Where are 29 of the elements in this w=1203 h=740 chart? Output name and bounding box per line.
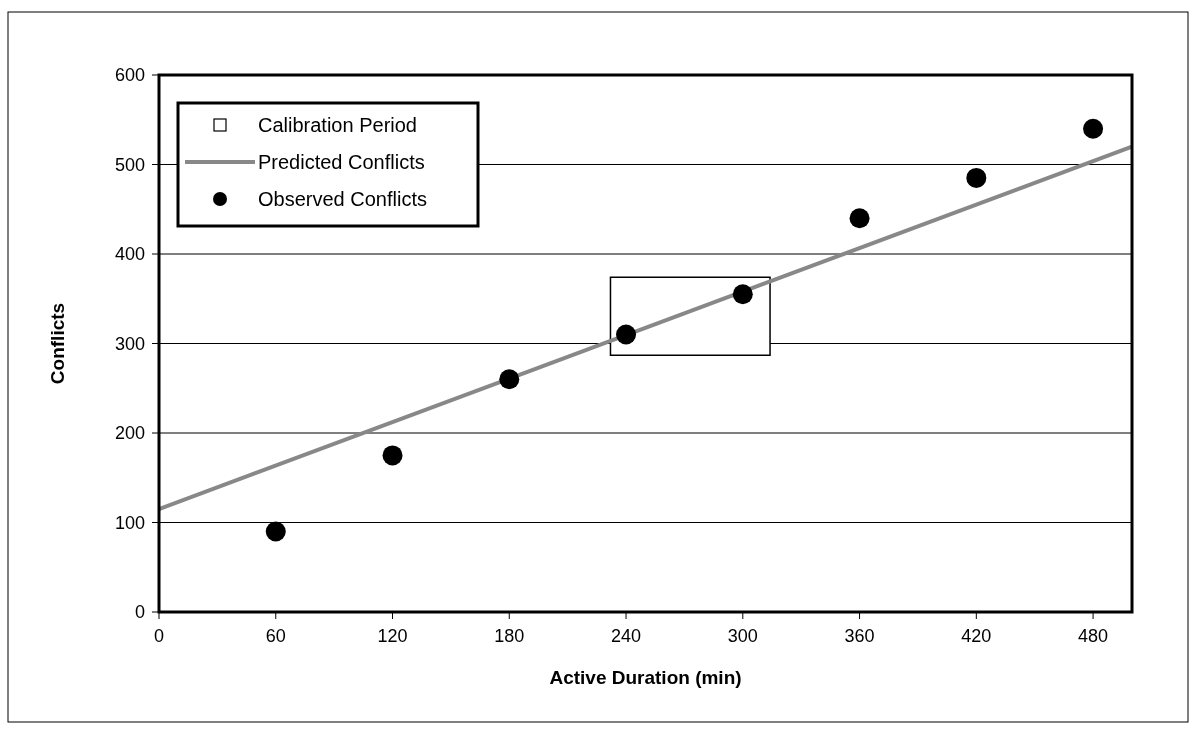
y-tick-label: 200	[114, 423, 145, 443]
point	[382, 445, 403, 466]
point	[732, 284, 753, 305]
y-tick-label: 400	[114, 244, 145, 264]
x-tick-label: 180	[494, 626, 525, 646]
y-tick-label: 100	[114, 512, 145, 533]
point	[849, 208, 870, 229]
x-tick-label: 480	[1078, 626, 1109, 646]
point	[499, 369, 520, 390]
x-tick-label: 300	[727, 626, 758, 646]
y-tick-label: 0	[134, 602, 145, 622]
point	[1083, 118, 1104, 139]
x-tick-label: 60	[265, 626, 286, 646]
legend-label: Observed Conflicts	[258, 188, 427, 210]
x-tick-label: 420	[961, 626, 992, 646]
y-tick-label: 300	[114, 333, 145, 354]
x-tick-label: 240	[611, 626, 642, 646]
x-tick-label: 120	[377, 626, 408, 646]
y-tick-label: 500	[114, 154, 145, 175]
y-axis-title: Conflicts	[47, 302, 68, 385]
point	[265, 521, 286, 542]
y-tick-label: 600	[114, 65, 145, 85]
point	[616, 324, 637, 345]
legend-label: Calibration Period	[258, 114, 417, 136]
x-axis-title: Active Duration (min)	[549, 667, 742, 688]
x-tick-label: 360	[844, 626, 875, 646]
x-tick-label: 0	[153, 626, 165, 646]
legend-label: Predicted Conflicts	[258, 151, 425, 173]
point	[966, 167, 987, 188]
